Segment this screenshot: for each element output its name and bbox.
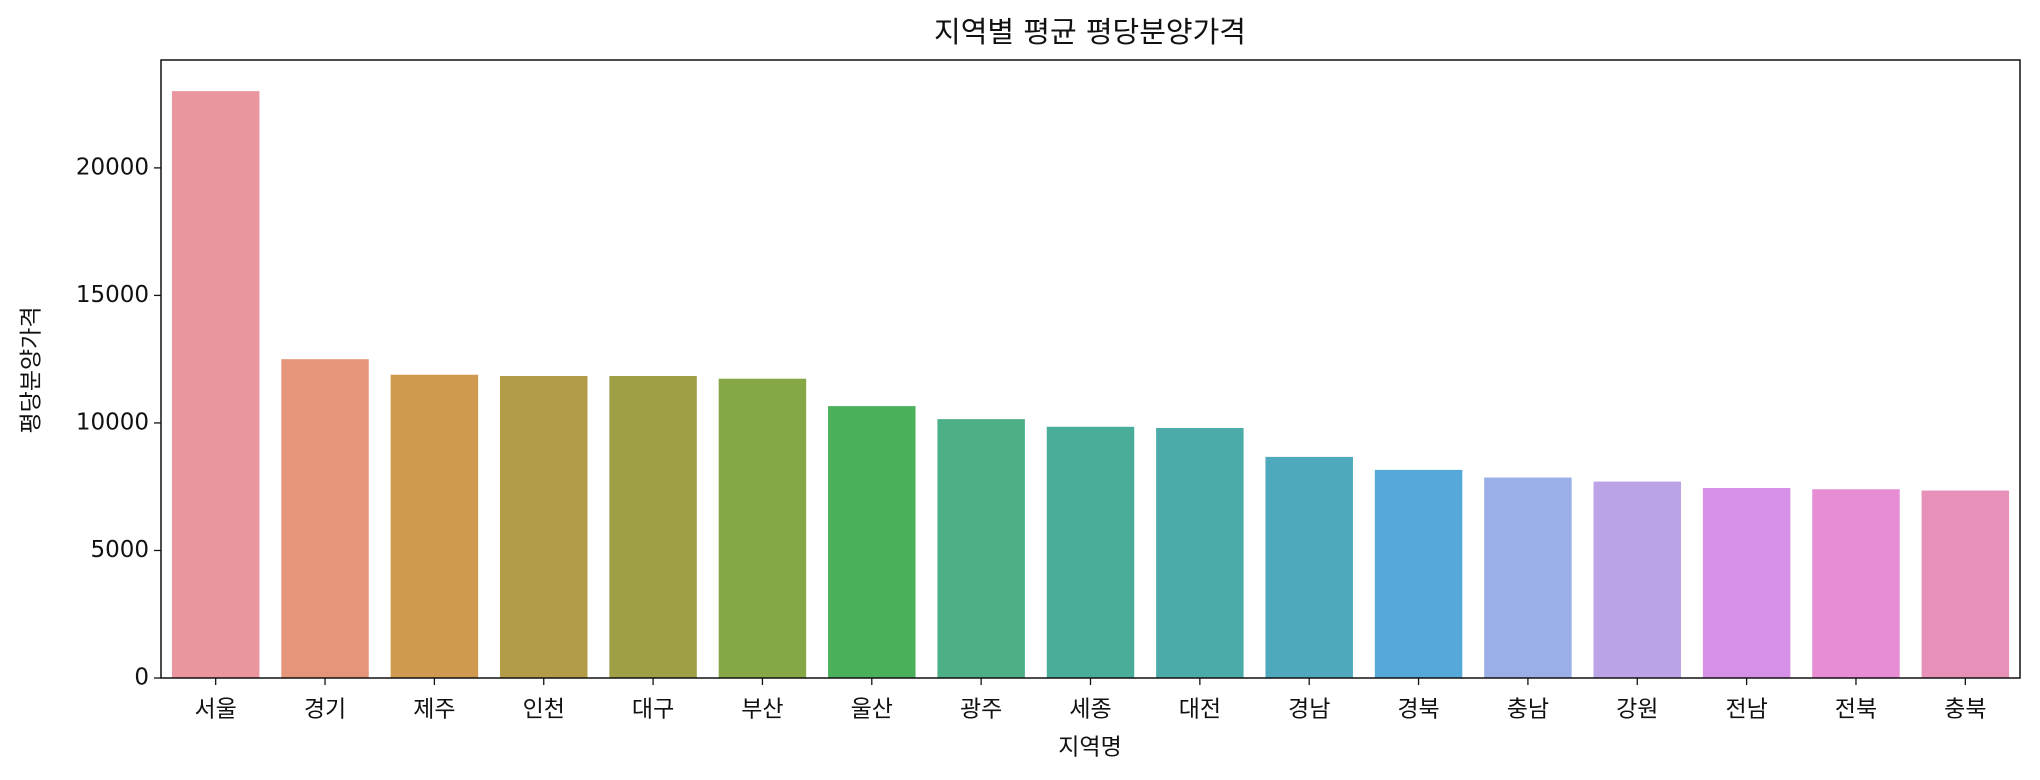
bar — [828, 406, 916, 678]
x-tick-label: 경남 — [1288, 697, 1330, 723]
x-axis-label: 지역명 — [1058, 735, 1121, 761]
y-tick-label: 15000 — [76, 282, 149, 308]
bar — [390, 374, 479, 678]
x-tick-label: 강원 — [1616, 697, 1658, 723]
bar — [1484, 477, 1572, 678]
x-tick-label: 부산 — [741, 697, 783, 723]
plot-frame — [160, 59, 2021, 679]
y-tick-label: 5000 — [90, 537, 149, 563]
x-tick-label: 서울 — [195, 697, 237, 723]
y-axis-label: 평당분양가격 — [19, 307, 45, 434]
bar — [1921, 490, 2010, 678]
bar — [1265, 456, 1353, 678]
bar — [1046, 426, 1135, 678]
x-tick-label: 세종 — [1069, 697, 1111, 723]
x-tick-label: 전북 — [1835, 697, 1877, 723]
x-tick-label: 인천 — [523, 697, 565, 723]
x-tick-label: 대전 — [1179, 697, 1221, 723]
bar — [1593, 481, 1682, 678]
bar — [499, 376, 588, 678]
x-tick-label: 광주 — [960, 697, 1002, 723]
bar — [1374, 469, 1463, 678]
bar — [1812, 489, 1900, 678]
bar — [937, 419, 1025, 678]
bar — [609, 376, 697, 678]
bar — [171, 91, 260, 678]
x-tick-label: 전남 — [1725, 697, 1767, 723]
x-tick-label: 경기 — [304, 697, 346, 723]
bar — [281, 359, 369, 678]
y-tick-label: 0 — [134, 665, 149, 691]
y-tick-label: 10000 — [76, 409, 149, 435]
x-tick-label: 제주 — [413, 697, 455, 723]
x-tick-label: 충북 — [1944, 697, 1986, 723]
x-tick-label: 충남 — [1507, 697, 1549, 723]
x-tick-label: 대구 — [632, 697, 674, 723]
chart-title: 지역별 평균 평당분양가격 — [934, 15, 1246, 49]
x-tick-label: 울산 — [851, 697, 893, 723]
y-tick-label: 20000 — [76, 154, 149, 180]
x-tick-label: 경북 — [1397, 697, 1439, 723]
bar — [1702, 487, 1791, 678]
bar — [718, 378, 807, 678]
bar — [1156, 428, 1244, 678]
